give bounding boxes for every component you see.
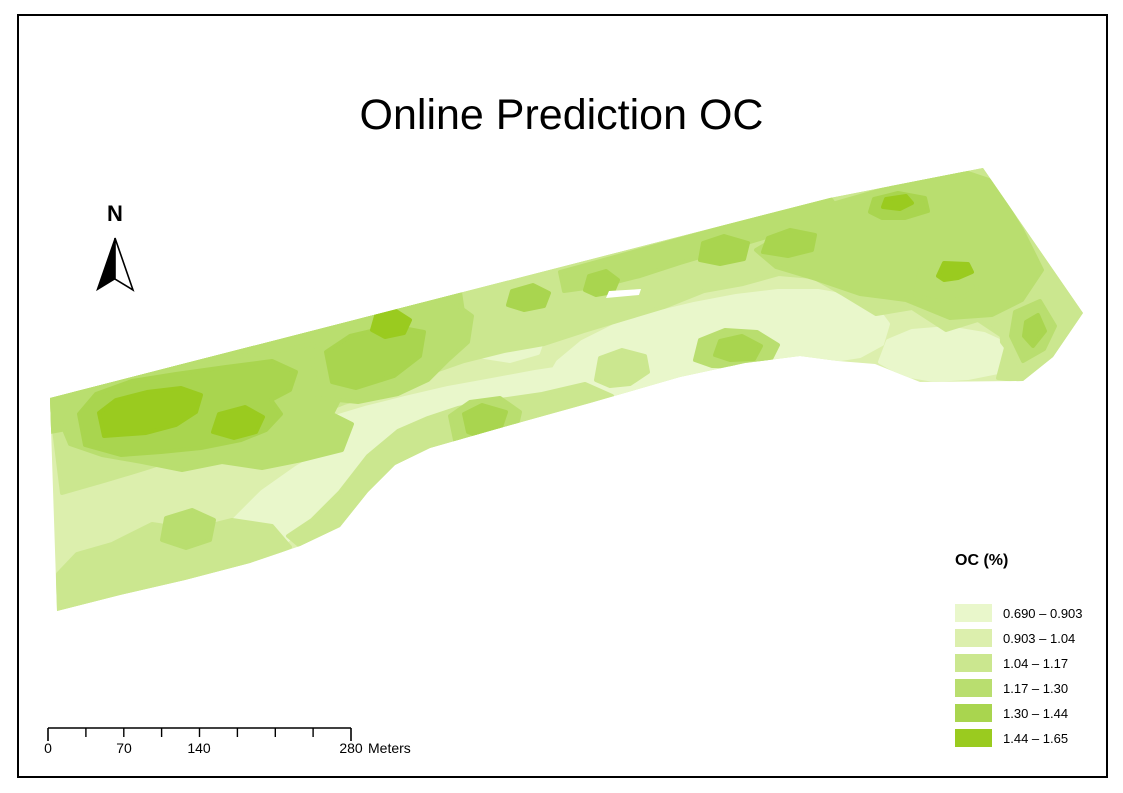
north-arrow-icon [96,237,135,292]
legend-item: 1.04 – 1.17 [955,654,1115,672]
legend-item-label: 1.04 – 1.17 [1003,655,1069,671]
legend-item-label: 0.903 – 1.04 [1003,630,1076,646]
legend-swatch-class-3 [955,654,992,672]
scale-bar [47,727,352,741]
legend-item: 0.903 – 1.04 [955,629,1115,647]
legend-swatch-class-6 [955,729,992,747]
legend-swatch-class-5 [955,704,992,722]
legend-item-label: 1.30 – 1.44 [1003,705,1069,721]
legend-item-label: 1.44 – 1.65 [1003,730,1069,746]
page-title: Online Prediction OC [359,90,764,139]
scale-bar-tick-label: 0 [44,740,52,756]
legend-swatch-class-4 [955,679,992,697]
legend-item: 1.17 – 1.30 [955,679,1115,697]
scale-bar-tick-label: 280 [339,740,363,756]
legend-item: 1.44 – 1.65 [955,729,1115,747]
legend-title: OC (%) [955,552,1009,569]
north-arrow-label: N [107,201,123,226]
surface-gap-artifact [606,289,641,298]
legend-item-label: 0.690 – 0.903 [1003,605,1083,621]
legend-item: 1.30 – 1.44 [955,704,1115,722]
legend-item: 0.690 – 0.903 [955,604,1115,622]
scale-bar-unit-label: Meters [368,740,411,756]
neatline-border [17,14,1108,778]
legend: OC (%) 0.690 – 0.903 0.903 – 1.04 1.04 –… [955,552,1115,754]
oc-class-6-region [97,194,974,440]
legend-item-label: 1.17 – 1.30 [1003,680,1069,696]
scale-bar-tick-label: 70 [116,740,132,756]
scale-bar-tick-label: 140 [187,740,211,756]
legend-swatch-class-2 [955,629,992,647]
legend-swatch-class-1 [955,604,992,622]
